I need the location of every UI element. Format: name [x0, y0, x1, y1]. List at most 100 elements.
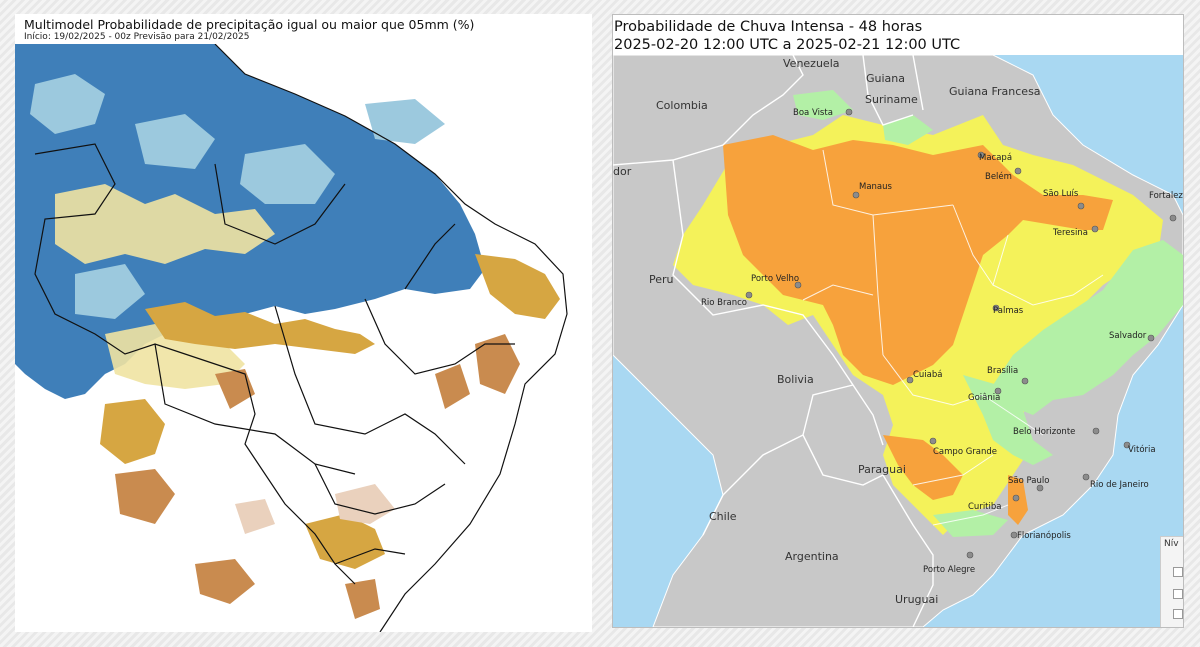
city-dot-belo-horizonte: [1092, 427, 1100, 435]
left-state-line-3: [364, 298, 515, 375]
city-label-florianopolis: Florianópolis: [1017, 530, 1071, 541]
right-green-east: [993, 240, 1183, 415]
city-dot-rio-de-janeiro: [1082, 473, 1090, 481]
city-label-macapa: Macapá: [979, 153, 1012, 163]
left-pale-yellow-band: [55, 184, 275, 264]
city-dot-florianopolis: [1010, 531, 1018, 539]
left-light-blue-patch-3: [240, 144, 335, 204]
right-green-far-south: [933, 510, 1008, 537]
label-paraguai: Paraguai: [858, 463, 906, 476]
legend-swatch-1: [1173, 567, 1183, 577]
city-label-salvador: Salvador: [1109, 331, 1147, 341]
right-orange-region: [723, 135, 1113, 385]
label-suriname: Suriname: [865, 93, 918, 106]
left-borders: [34, 44, 568, 632]
city-label-manaus: Manaus: [859, 182, 893, 192]
left-map-subtitle: Início: 19/02/2025 - 00z Previsão para 2…: [24, 32, 250, 42]
left-state-line-5: [314, 463, 446, 515]
label-guiana: Guiana: [866, 72, 905, 85]
city-dot-goiania: [994, 387, 1002, 395]
left-light-blue-patch-5: [365, 99, 445, 144]
right-state-borders: [802, 149, 1104, 526]
city-dot-porto-alegre: [966, 551, 974, 559]
left-gold-band-1: [145, 302, 375, 354]
city-dot-campo-grande: [929, 437, 937, 445]
city-dot-belem: [1014, 167, 1022, 175]
city-label-belem: Belém: [985, 171, 1012, 182]
left-gold-band-2: [475, 254, 560, 319]
city-label-brasilia: Brasília: [987, 366, 1018, 376]
city-markers: [745, 108, 1177, 559]
left-light-blue-patch-4: [75, 264, 145, 319]
city-dot-sao-paulo: [1036, 484, 1044, 492]
label-venezuela: Venezuela: [783, 57, 840, 70]
left-tan-patch-2: [235, 499, 275, 534]
legend-partial: Nív: [1160, 536, 1183, 627]
left-border-west: [34, 143, 356, 585]
city-label-teresina: Teresina: [1052, 228, 1088, 238]
right-map-period: 2025-02-20 12:00 UTC a 2025-02-21 12:00 …: [614, 37, 961, 53]
city-label-cuiaba: Cuiabá: [913, 370, 943, 380]
label-uruguai: Uruguai: [895, 593, 938, 606]
right-green-guiana: [883, 115, 933, 145]
left-state-line-2: [274, 305, 466, 465]
city-label-porto-velho: Porto Velho: [751, 274, 799, 284]
city-label-fortaleza: Fortaleza: [1149, 191, 1183, 201]
label-bolivia: Bolivia: [777, 373, 814, 386]
label-guiana-francesa: Guiana Francesa: [949, 85, 1041, 98]
left-brown-patch-3: [195, 559, 255, 604]
city-dot-salvador: [1147, 334, 1155, 342]
city-dot-boa-vista: [845, 108, 853, 116]
left-map-title: Multimodel Probabilidade de precipitação…: [24, 17, 475, 32]
city-label-palmas: Palmas: [993, 306, 1024, 316]
city-label-belo-horizonte: Belo Horizonte: [1013, 427, 1075, 437]
city-label-sao-paulo: São Paulo: [1008, 476, 1049, 486]
left-brown-patch-5: [215, 369, 255, 409]
right-map-title: Probabilidade de Chuva Intensa - 48 hora…: [614, 19, 923, 35]
left-state-line-7: [214, 163, 346, 245]
left-coastline: [214, 44, 568, 632]
legend-swatch-2: [1173, 589, 1183, 599]
left-state-line-4: [404, 223, 456, 290]
label-argentina: Argentina: [785, 550, 839, 563]
city-label-rio-de-janeiro: Rio de Janeiro: [1090, 480, 1149, 490]
left-brown-patch-1: [115, 469, 175, 524]
right-heavy-rain-panel: Probabilidade de Chuva Intensa - 48 hora…: [612, 14, 1184, 628]
city-label-sao-luis: São Luís: [1043, 189, 1079, 199]
left-precip-map: [15, 44, 592, 632]
left-tan-patch-1: [335, 484, 395, 524]
city-labels: Boa Vista Macapá Manaus Belém São Luís F…: [701, 108, 1183, 575]
left-state-line-6: [334, 548, 406, 565]
city-dot-sao-luis: [1077, 202, 1085, 210]
left-brown-patch-4: [345, 579, 380, 619]
right-green-south: [963, 375, 1053, 465]
city-dot-fortaleza: [1169, 214, 1177, 222]
city-dot-manaus: [852, 191, 860, 199]
left-brown-patch-6: [435, 364, 470, 409]
city-dot-vitoria: [1123, 441, 1131, 449]
city-dot-teresina: [1091, 225, 1099, 233]
left-light-blue-patch-1: [30, 74, 105, 134]
left-probability-panel: Multimodel Probabilidade de precipitação…: [15, 14, 592, 632]
left-gold-band-4: [305, 514, 385, 569]
label-peru: Peru: [649, 273, 674, 286]
city-dot-porto-velho: [794, 281, 802, 289]
city-dot-curitiba: [1012, 494, 1020, 502]
city-dot-brasilia: [1021, 377, 1029, 385]
right-country-borders: [613, 55, 934, 627]
label-colombia: Colombia: [656, 99, 708, 112]
label-partial-equador: dor: [613, 165, 632, 178]
city-dot-palmas: [992, 304, 1000, 312]
city-dot-cuiaba: [906, 376, 914, 384]
left-gold-band-3: [100, 399, 165, 464]
right-orange-south: [883, 435, 963, 500]
right-green-north: [793, 90, 853, 120]
city-label-porto-alegre: Porto Alegre: [923, 565, 975, 575]
city-label-campo-grande: Campo Grande: [933, 447, 997, 457]
left-light-blue-patch-2: [135, 114, 215, 169]
city-dot-macapa: [977, 151, 985, 159]
city-label-goiania: Goiânia: [968, 393, 1000, 403]
legend-swatch-3: [1173, 609, 1183, 619]
label-chile: Chile: [709, 510, 737, 523]
legend-title: Nív: [1164, 539, 1179, 549]
